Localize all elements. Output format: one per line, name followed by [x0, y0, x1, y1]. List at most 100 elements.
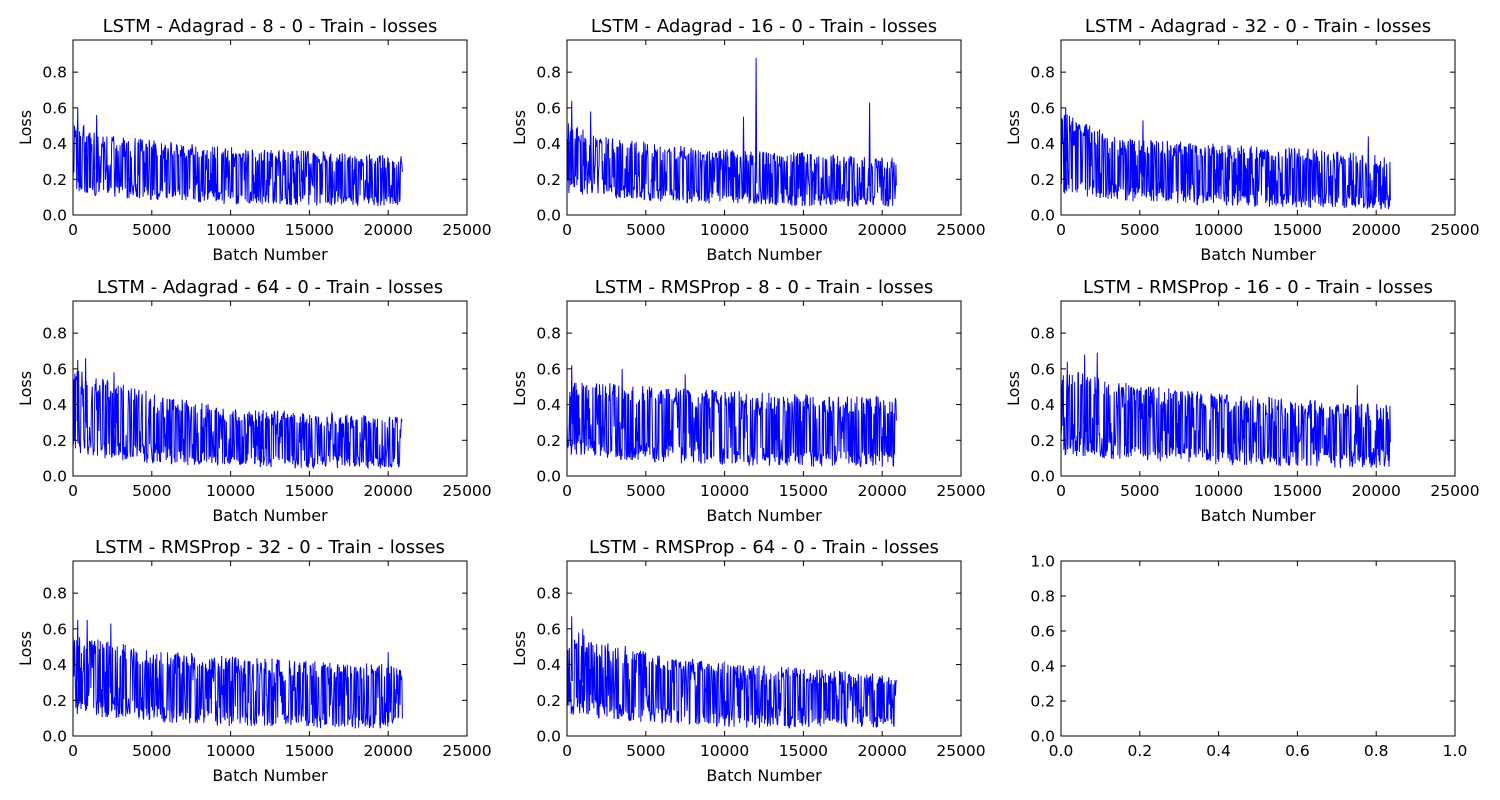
x-tick-label: 25000 [1430, 221, 1479, 239]
x-axis-label: Batch Number [706, 506, 822, 525]
x-tick-label: 0 [1056, 221, 1066, 239]
x-tick-label: 5000 [1120, 482, 1159, 500]
loss-spike [754, 57, 758, 184]
subplot-title: LSTM - Adagrad - 64 - 0 - Train - losses [97, 277, 443, 298]
plot-frame [1060, 560, 1456, 737]
x-tick-label: 5000 [132, 221, 171, 239]
y-tick-label: 0.2 [536, 692, 561, 710]
x-tick-label: 25000 [936, 482, 985, 500]
y-tick-label: 0.0 [1030, 207, 1055, 225]
y-tick-label: 0.0 [536, 468, 561, 486]
x-tick-label: 20000 [1352, 482, 1401, 500]
x-tick-label: 10000 [700, 742, 749, 760]
loss-spike [76, 619, 79, 683]
y-tick-label: 0.2 [536, 171, 561, 189]
y-tick-label: 0.2 [42, 432, 67, 450]
x-tick-label: 20000 [858, 482, 907, 500]
x-tick-label: 5000 [626, 482, 665, 500]
x-tick-label: 5000 [626, 221, 665, 239]
x-tick-label: 10000 [206, 221, 255, 239]
x-tick-label: 25000 [442, 482, 491, 500]
y-axis-label: Loss [510, 371, 529, 406]
y-tick-label: 0.2 [1030, 693, 1055, 711]
x-tick-label: 0.0 [1049, 742, 1074, 760]
x-tick-label: 25000 [936, 221, 985, 239]
y-axis-label: Loss [1004, 371, 1023, 406]
x-tick-label: 10000 [206, 742, 255, 760]
x-tick-label: 0 [68, 482, 78, 500]
y-tick-label: 0.2 [1030, 432, 1055, 450]
loss-series-line [72, 371, 403, 470]
y-tick-label: 0.4 [1030, 658, 1055, 676]
loss-spike [570, 616, 573, 682]
loss-spike [621, 368, 624, 430]
loss-spike [95, 114, 98, 170]
y-tick-label: 0.4 [1030, 396, 1055, 414]
loss-spike [684, 374, 687, 434]
y-tick-label: 0.4 [536, 135, 561, 153]
subplot-9: 0.0 0.2 0.4 0.6 0.8 1.0 0.0 0.2 0.4 0.6 0.8 1.0 [1030, 553, 1467, 761]
x-tick-label: 0 [68, 742, 78, 760]
loss-spike [109, 623, 112, 688]
y-tick-label: 0.0 [42, 207, 67, 225]
x-tick-label: 15000 [1273, 221, 1322, 239]
x-tick-label: 0 [562, 482, 572, 500]
y-axis-label: Loss [16, 371, 35, 406]
x-tick-label: 20000 [1352, 221, 1401, 239]
x-axis-label: Batch Number [706, 245, 822, 264]
loss-spike [570, 365, 573, 425]
subplot-title: LSTM - Adagrad - 32 - 0 - Train - losses [1085, 16, 1431, 37]
x-tick-label: 20000 [858, 221, 907, 239]
x-tick-label: 10000 [1194, 482, 1243, 500]
loss-series-line [72, 632, 403, 729]
loss-spike [387, 652, 390, 703]
y-axis-label: Loss [16, 110, 35, 145]
y-tick-label: 0.6 [1030, 99, 1055, 117]
x-axis-label: Batch Number [1200, 245, 1316, 264]
x-tick-label: 5000 [132, 742, 171, 760]
y-tick-label: 0.8 [536, 64, 561, 82]
y-tick-label: 0.6 [536, 99, 561, 117]
loss-spike [589, 111, 592, 170]
subplot-title: LSTM - RMSProp - 32 - 0 - Train - losses [95, 537, 445, 558]
plot-frame [1060, 300, 1456, 477]
x-tick-label: 10000 [206, 482, 255, 500]
y-tick-label: 0.2 [42, 692, 67, 710]
x-tick-label: 10000 [1194, 221, 1243, 239]
y-tick-label: 0.0 [1030, 728, 1055, 746]
y-tick-label: 0.6 [1030, 360, 1055, 378]
x-tick-label: 10000 [700, 221, 749, 239]
subplot-2: 0 5000 10000 15000 20000 25000 0.0 0.2 0.4 0.6 0.8… [510, 16, 986, 264]
y-tick-label: 0.2 [1030, 171, 1055, 189]
x-tick-label: 0.6 [1285, 742, 1310, 760]
x-tick-label: 15000 [779, 221, 828, 239]
x-tick-label: 25000 [442, 221, 491, 239]
subplot-title: LSTM - RMSProp - 16 - 0 - Train - losses [1083, 277, 1433, 298]
subplot-4: 0 5000 10000 15000 20000 25000 0.0 0.2 0.4 0.6 0.8… [16, 277, 492, 525]
loss-series-line [566, 382, 897, 468]
y-tick-label: 0.0 [536, 207, 561, 225]
subplot-3: 0 5000 10000 15000 20000 25000 0.0 0.2 0.4 0.6 0.8… [1004, 16, 1480, 264]
loss-spike [112, 372, 116, 429]
x-tick-label: 1.0 [1443, 742, 1468, 760]
loss-spike [1083, 354, 1086, 424]
y-tick-label: 0.6 [42, 620, 67, 638]
x-axis-label: Batch Number [212, 766, 328, 785]
subplot-title: LSTM - RMSProp - 64 - 0 - Train - losses [589, 537, 939, 558]
x-tick-label: 25000 [1430, 482, 1479, 500]
y-tick-label: 0.4 [1030, 135, 1055, 153]
loss-spike [1367, 136, 1370, 188]
subplot-title: LSTM - Adagrad - 8 - 0 - Train - losses [103, 16, 438, 37]
y-tick-label: 0.2 [42, 171, 67, 189]
loss-spike [570, 100, 573, 166]
loss-spike [76, 359, 79, 422]
x-tick-label: 20000 [364, 482, 413, 500]
x-tick-label: 0 [562, 742, 572, 760]
x-tick-label: 25000 [936, 742, 985, 760]
y-tick-label: 0.6 [42, 99, 67, 117]
x-tick-label: 0.2 [1127, 742, 1152, 760]
x-tick-label: 0.4 [1206, 742, 1231, 760]
y-tick-label: 0.4 [536, 656, 561, 674]
subplot-7: 0 5000 10000 15000 20000 25000 0.0 0.2 0.4 0.6 0.8… [16, 537, 492, 785]
plot-frame [72, 300, 468, 477]
